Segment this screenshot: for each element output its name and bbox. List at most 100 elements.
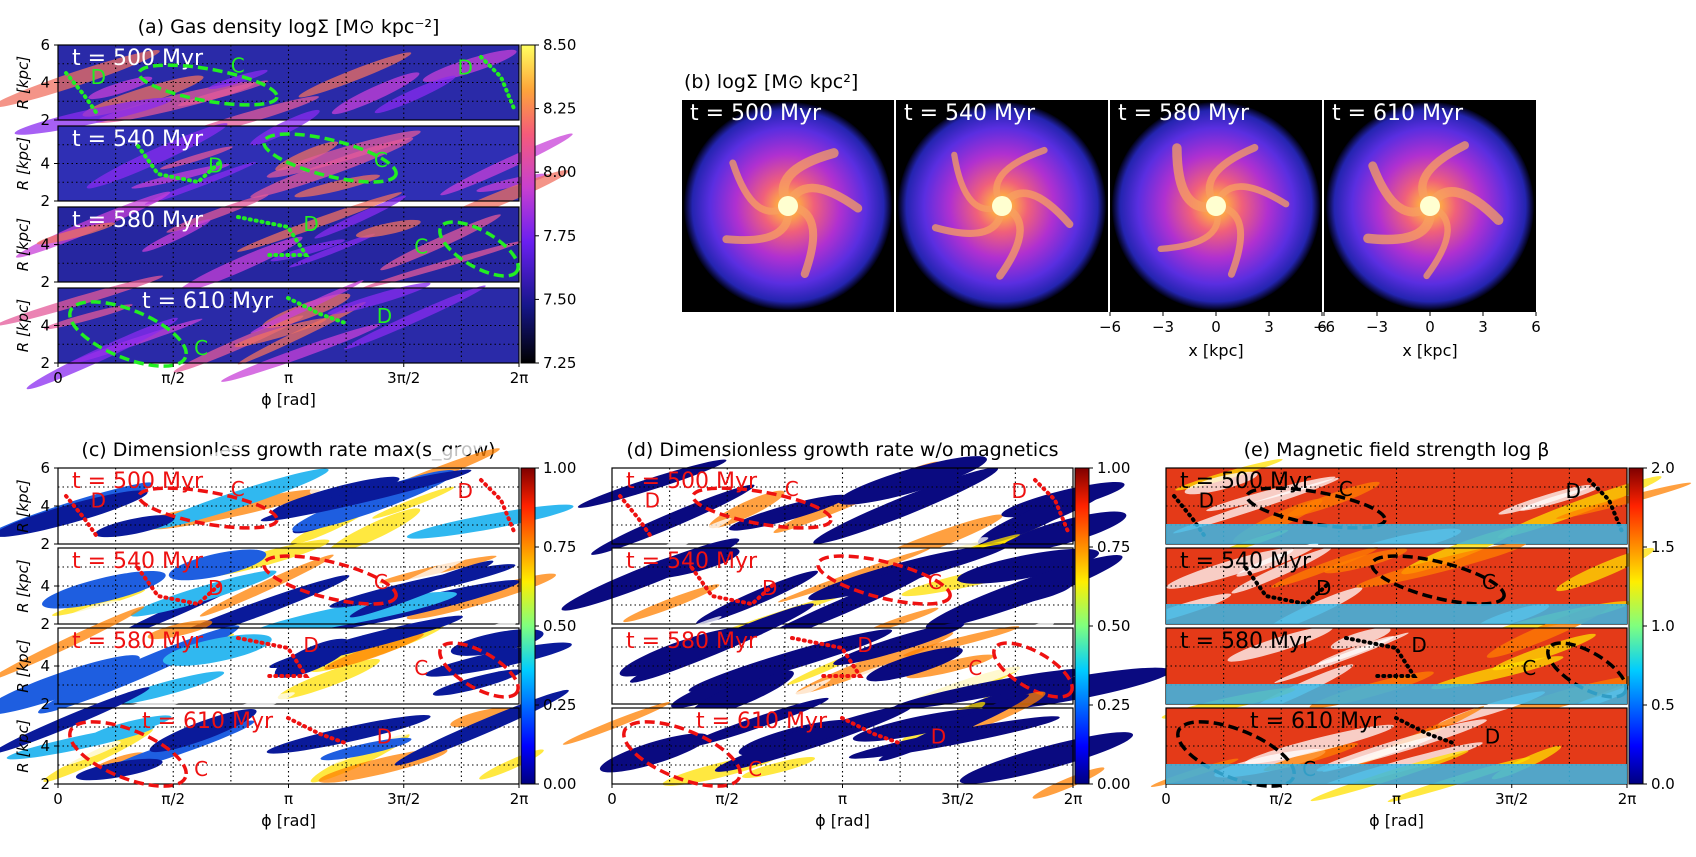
dotted-contour [479,55,517,113]
panel-title: (c) Dimensionless growth rate max(s_grow… [81,439,495,461]
colorbar-tick-label: 2.0 [1651,459,1675,477]
time-label: t = 580 Myr [72,629,204,654]
growth-region [599,733,709,773]
colorbar [1628,467,1644,785]
cloud-contour-dashed [68,300,188,368]
marker-label-c: C [748,757,762,781]
panel-title: (a) Gas density logΣ [M⊙ kpc⁻²] [138,16,440,38]
dotted-contour [690,566,776,607]
data-streak [1330,627,1391,650]
x-tick-label: 3π/2 [387,790,420,808]
growth-region [162,634,272,666]
time-label: t = 500 Myr [690,101,822,126]
time-label: t = 500 Myr [72,46,204,71]
growth-region [685,697,829,748]
marker-label-d: D [762,576,777,600]
data-streak [562,702,671,745]
data-streak [266,130,421,178]
time-label: t = 540 Myr [904,101,1036,126]
dotted-contour [64,71,100,117]
y-tick-label: 4 [40,155,50,173]
x-axis-label: ϕ [rad] [815,811,870,830]
marker-label-d: D [1411,633,1426,657]
data-streak [450,707,513,728]
growth-region [866,647,963,682]
cloud-contour-dashed [262,554,398,606]
x-tick-label: 3 [1264,318,1274,336]
marker-label-c: C [374,570,388,594]
data-streak [314,195,406,239]
marker-label-d: D [1485,725,1500,749]
growth-region [260,469,472,522]
colorbar-tick-label: 0.00 [1097,775,1130,793]
dotted-contour [1587,478,1625,536]
x-tick-label: π/2 [161,790,185,808]
x-tick-label: π [1392,790,1401,808]
marker-label-d: D [645,488,660,512]
marker-label-c: C [785,477,799,501]
colorbar-tick-label: 8.00 [543,163,576,181]
marker-label-d: D [377,304,392,328]
dotted-contour [286,296,350,326]
y-axis-label: R [kpc] [14,218,32,271]
colorbar-tick-label: 1.00 [1097,459,1130,477]
colorbar-tick-label: 0.00 [543,775,576,793]
growth-region [577,459,727,508]
data-streak [250,280,364,334]
data-streak [635,616,722,656]
marker-label-c: C [194,757,208,781]
y-tick-label: 2 [40,695,50,713]
cloud-contour-dashed [68,720,188,788]
data-streak [853,737,984,803]
data-streak [327,508,421,554]
x-axis-label: ϕ [rad] [1369,811,1424,830]
colorbar-tick-label: 8.50 [543,36,576,54]
colorbar [1074,467,1090,785]
data-streak [1556,482,1692,519]
data-streak [147,620,213,640]
growth-region [892,668,1088,710]
colorbar-tick-label: 0.75 [543,538,576,556]
marker-label-c: C [968,656,982,680]
cloud-contour-dashed [992,641,1074,699]
y-axis-label: R [kpc] [14,137,32,190]
growth-region [75,758,163,781]
x-tick-label: π [284,790,293,808]
x-tick-label: 3π/2 [387,369,420,387]
marker-label-d: D [458,56,473,80]
data-streak [12,741,121,779]
x-tick-label: −3 [1152,318,1174,336]
galactic-center [1420,196,1440,216]
marker-label-d: D [1199,488,1214,512]
x-axis-label: ϕ [rad] [261,390,316,409]
data-streak [32,468,140,515]
growth-region [689,670,794,718]
data-streak [1227,626,1333,662]
galactic-center [778,196,798,216]
panel-title: (e) Magnetic field strength log β [1244,439,1550,461]
growth-region [0,655,140,715]
cloud-contour-dashed [137,486,279,530]
dotted-contour [136,144,222,185]
data-streak [331,72,420,115]
marker-label-d: D [1566,479,1581,503]
marker-label-c: C [1522,656,1536,680]
data-streak [208,69,268,90]
data-streak [14,97,172,135]
colorbar-tick-label: 7.75 [543,227,576,245]
data-streak [277,658,380,700]
panel-a: (a) Gas density logΣ [M⊙ kpc⁻²] t = 500 M… [0,16,576,409]
x-tick-label: 2π [1064,790,1083,808]
time-label: t = 580 Myr [626,629,758,654]
data-streak [422,49,517,83]
y-tick-label: 6 [40,459,50,477]
low-beta-band [1166,684,1627,704]
x-tick-label: 0 [1161,790,1171,808]
cloud-contour-dashed [622,720,742,788]
dotted-contour [236,215,310,257]
data-streak [1206,476,1336,512]
y-tick-label: 4 [40,497,50,515]
colorbar-tick-label: 0.0 [1651,775,1675,793]
y-axis-label: R [kpc] [14,299,32,352]
colorbar-tick-label: 0.25 [543,696,576,714]
